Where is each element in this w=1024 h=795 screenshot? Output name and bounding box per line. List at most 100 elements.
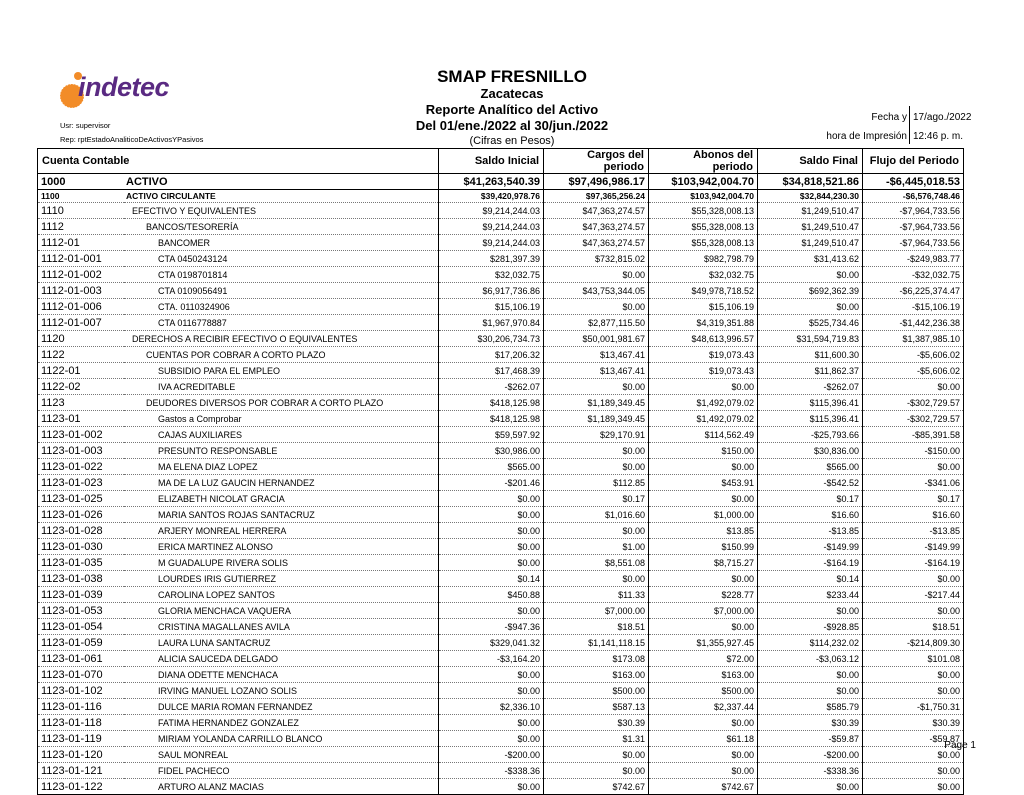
abonos-cell: $228.77: [648, 586, 758, 603]
flujo-cell: $0.00: [862, 378, 964, 395]
account-name: CTA 0198701814: [124, 266, 439, 283]
saldo-inicial-cell: $9,214,244.03: [438, 202, 544, 219]
abonos-cell: $0.00: [648, 570, 758, 587]
saldo-inicial-cell: -$338.36: [438, 762, 544, 779]
abonos-cell: $1,000.00: [648, 506, 758, 523]
account-code: 1123-01: [37, 410, 124, 427]
account-name: CTA 0450243124: [124, 250, 439, 267]
table-row: 1123-01 Gastos a Comprobar $418,125.98 $1,1…: [37, 410, 964, 427]
flujo-cell: -$6,225,374.47: [862, 282, 964, 299]
flujo-cell: $0.00: [862, 666, 964, 683]
cargos-cell: $13,467.41: [543, 362, 649, 379]
saldo-final-cell: $115,396.41: [757, 394, 863, 411]
saldo-inicial-cell: $329,041.32: [438, 634, 544, 651]
saldo-inicial-cell: $450.88: [438, 586, 544, 603]
saldo-final-cell: $30.39: [757, 714, 863, 731]
abonos-cell: $0.00: [648, 746, 758, 763]
account-name: M GUADALUPE RIVERA SOLIS: [124, 554, 439, 571]
account-name: SUBSIDIO PARA EL EMPLEO: [124, 362, 439, 379]
account-name: DULCE MARIA ROMAN FERNANDEZ: [124, 698, 439, 715]
table-row: 1123 DEUDORES DIVERSOS POR COBRAR A CORTO…: [37, 394, 964, 411]
cargos-cell: $173.08: [543, 650, 649, 667]
table-header-row: Cuenta Contable Saldo Inicial Cargos del…: [37, 148, 964, 174]
flujo-cell: -$164.19: [862, 554, 964, 571]
abonos-cell: $19,073.43: [648, 346, 758, 363]
account-code: 1120: [37, 330, 124, 347]
cargos-cell: $1,189,349.45: [543, 410, 649, 427]
saldo-inicial-cell: $9,214,244.03: [438, 234, 544, 251]
saldo-final-cell: $31,413.62: [757, 250, 863, 267]
table-row: 1123-01-122 ARTURO ALANZ MACIAS $0.00 $742.…: [37, 778, 964, 795]
account-name: CAJAS AUXILIARES: [124, 426, 439, 443]
saldo-inicial-cell: $0.00: [438, 554, 544, 571]
account-name: ELIZABETH NICOLAT GRACIA: [124, 490, 439, 507]
saldo-inicial-cell: $17,206.32: [438, 346, 544, 363]
account-name: CRISTINA MAGALLANES AVILA: [124, 618, 439, 635]
cargos-cell: $0.00: [543, 746, 649, 763]
account-code: 1123-01-038: [37, 570, 124, 587]
cargos-cell: $18.51: [543, 618, 649, 635]
saldo-inicial-cell: $30,206,734.73: [438, 330, 544, 347]
account-code: 1112-01-007: [37, 314, 124, 331]
saldo-final-cell: $11,600.30: [757, 346, 863, 363]
saldo-final-cell: $114,232.02: [757, 634, 863, 651]
cargos-cell: $0.00: [543, 266, 649, 283]
col-cuenta: Cuenta Contable: [37, 148, 439, 174]
account-code: 1112-01-006: [37, 298, 124, 315]
account-code: 1123-01-119: [37, 730, 124, 747]
cargos-cell: $0.00: [543, 298, 649, 315]
cargos-cell: $0.00: [543, 522, 649, 539]
table-row: 1123-01-002 CAJAS AUXILIARES $59,597.92 $29…: [37, 426, 964, 443]
cargos-cell: $1,016.60: [543, 506, 649, 523]
account-name: MA DE LA LUZ GAUCIN HERNANDEZ: [124, 474, 439, 491]
saldo-inicial-cell: $59,597.92: [438, 426, 544, 443]
table-row: 1123-01-053 GLORIA MENCHACA VAQUERA $0.00 $…: [37, 602, 964, 619]
table-row: 1123-01-059 LAURA LUNA SANTACRUZ $329,041.…: [37, 634, 964, 651]
account-code: 1123-01-054: [37, 618, 124, 635]
table-row: 1112-01 BANCOMER $9,214,244.03 $47,363,274.…: [37, 234, 964, 251]
table-row: 1123-01-061 ALICIA SAUCEDA DELGADO -$3,164…: [37, 650, 964, 667]
account-name: CAROLINA LOPEZ SANTOS: [124, 586, 439, 603]
saldo-inicial-cell: $0.00: [438, 666, 544, 683]
table-row: 1122-01 SUBSIDIO PARA EL EMPLEO $17,468.39…: [37, 362, 964, 379]
abonos-cell: $500.00: [648, 682, 758, 699]
flujo-cell: -$1,442,236.38: [862, 314, 964, 331]
account-code: 1123-01-039: [37, 586, 124, 603]
abonos-cell: $8,715.27: [648, 554, 758, 571]
account-name: Gastos a Comprobar: [124, 410, 439, 427]
table-row: 1123-01-070 DIANA ODETTE MENCHACA $0.00 $16…: [37, 666, 964, 683]
saldo-final-cell: $30,836.00: [757, 442, 863, 459]
table-row: 1112-01-006 CTA. 0110324906 $15,106.19 $0.0…: [37, 298, 964, 315]
logo-sphere-icon: [59, 72, 85, 109]
account-name: MIRIAM YOLANDA CARRILLO BLANCO: [124, 730, 439, 747]
abonos-cell: $103,942,004.70: [648, 189, 758, 203]
account-code: 1123-01-030: [37, 538, 124, 555]
flujo-cell: -$7,964,733.56: [862, 218, 964, 235]
fecha-value: 17/ago./2022: [913, 112, 972, 123]
flujo-cell: -$7,964,733.56: [862, 234, 964, 251]
flujo-cell: $0.00: [862, 602, 964, 619]
account-code: 1123-01-023: [37, 474, 124, 491]
saldo-final-cell: -$164.19: [757, 554, 863, 571]
flujo-cell: -$59.87: [862, 730, 964, 747]
saldo-final-cell: $32,844,230.30: [757, 189, 863, 203]
flujo-cell: -$15,106.19: [862, 298, 964, 315]
account-code: 1123-01-028: [37, 522, 124, 539]
account-name: IVA ACREDITABLE: [124, 378, 439, 395]
cargos-cell: $742.67: [543, 778, 649, 795]
account-code: 1123-01-061: [37, 650, 124, 667]
saldo-final-cell: $525,734.46: [757, 314, 863, 331]
saldo-final-cell: $0.17: [757, 490, 863, 507]
saldo-inicial-cell: $0.00: [438, 490, 544, 507]
account-name: GLORIA MENCHACA VAQUERA: [124, 602, 439, 619]
org-title: SMAP FRESNILLO: [437, 67, 587, 86]
saldo-inicial-cell: $0.00: [438, 714, 544, 731]
abonos-cell: $72.00: [648, 650, 758, 667]
saldo-final-cell: $0.00: [757, 666, 863, 683]
cargos-cell: $500.00: [543, 682, 649, 699]
saldo-inicial-cell: $281,397.39: [438, 250, 544, 267]
abonos-cell: $19,073.43: [648, 362, 758, 379]
abonos-cell: $61.18: [648, 730, 758, 747]
account-name: BANCOS/TESORERÍA: [124, 218, 439, 235]
user-label: Usr: supervisor: [60, 121, 111, 130]
